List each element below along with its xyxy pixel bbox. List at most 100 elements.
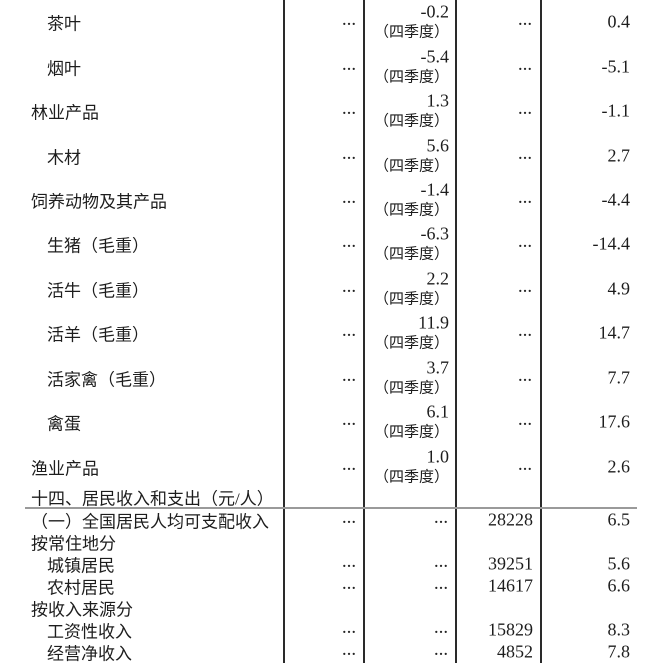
cell-na-dots: …	[518, 14, 533, 30]
annual-value: -14.4	[592, 233, 631, 254]
table-row: 禽蛋 … 6.1 （四季度） … 17.6	[0, 400, 650, 444]
cell-quarter: 2.2 （四季度）	[374, 268, 449, 309]
quarter-note: （四季度）	[373, 469, 449, 486]
cell-quarter: 3.7 （四季度）	[374, 357, 449, 398]
table-row: 渔业产品 … 1.0 （四季度） … 2.6	[0, 445, 650, 489]
row-label: （一）全国居民人均可支配收入	[31, 512, 269, 532]
table-column-border-4	[540, 0, 542, 663]
growth-value: 7.8	[607, 641, 631, 662]
cell-na-dots: …	[342, 103, 357, 119]
cell-na-dots: …	[342, 578, 357, 593]
table-row: 生猪（毛重） … -6.3 （四季度） … -14.4	[0, 222, 650, 266]
quarter-value: 1.0	[426, 446, 450, 467]
quarter-note: （四季度）	[373, 24, 449, 41]
cell-na-dots: …	[342, 622, 357, 637]
cell-na-dots: …	[342, 325, 357, 341]
cell-na-dots: …	[434, 622, 449, 637]
cell-na-dots: …	[518, 147, 533, 163]
annual-value: 2.7	[607, 145, 631, 166]
row-label: 渔业产品	[31, 459, 99, 479]
table-row: 茶叶 … -0.2 （四季度） … 0.4	[0, 0, 650, 44]
cell-na-dots: …	[342, 512, 357, 527]
quarter-value: 2.2	[426, 268, 450, 289]
annual-value: 17.6	[598, 411, 631, 432]
section-divider-line	[25, 507, 637, 509]
quarter-value: 6.1	[426, 401, 450, 422]
cell-quarter: -5.4 （四季度）	[374, 46, 449, 87]
cell-quarter: 1.0 （四季度）	[374, 446, 449, 487]
cell-quarter: -1.4 （四季度）	[374, 180, 449, 221]
annual-value: -4.4	[601, 189, 631, 210]
table-row: 活牛（毛重） … 2.2 （四季度） … 4.9	[0, 267, 650, 311]
growth-value: 8.3	[607, 619, 631, 640]
cell-na-dots: …	[518, 58, 533, 74]
cell-na-dots: …	[518, 192, 533, 208]
table-row: 烟叶 … -5.4 （四季度） … -5.1	[0, 44, 650, 88]
cell-quarter: -6.3 （四季度）	[374, 224, 449, 265]
cell-na-dots: …	[342, 414, 357, 430]
row-label: 饲养动物及其产品	[31, 192, 167, 212]
table-row: 按收入来源分	[0, 597, 650, 620]
quarter-value: -5.4	[420, 46, 450, 67]
growth-value: 6.6	[607, 575, 631, 596]
cell-na-dots: …	[342, 192, 357, 208]
quarter-value: -0.2	[420, 1, 450, 22]
quarter-note: （四季度）	[373, 158, 449, 175]
cell-na-dots: …	[518, 458, 533, 474]
growth-value: 6.5	[607, 509, 631, 530]
quarter-note: （四季度）	[373, 335, 449, 352]
income-value: 28228	[488, 509, 533, 530]
row-label: 农村居民	[47, 578, 115, 598]
growth-value: 5.6	[607, 553, 631, 574]
cell-na-dots: …	[518, 236, 533, 252]
table-row: 活羊（毛重） … 11.9 （四季度） … 14.7	[0, 311, 650, 355]
cell-quarter: 6.1 （四季度）	[374, 402, 449, 443]
quarter-note: （四季度）	[373, 246, 449, 263]
section-header-label: 十四、居民收入和支出（元/人）	[31, 489, 274, 509]
cell-na-dots: …	[342, 458, 357, 474]
row-label: 烟叶	[47, 59, 81, 79]
table-row: （一）全国居民人均可支配收入 … … 28228 6.5	[0, 509, 650, 532]
annual-value: 4.9	[607, 278, 631, 299]
income-rows: （一）全国居民人均可支配收入 … … 28228 6.5 按常住地分 城镇居民 …	[0, 509, 650, 663]
quarter-value: 11.9	[418, 312, 449, 333]
cell-na-dots: …	[342, 644, 357, 659]
cell-na-dots: …	[434, 556, 449, 571]
cell-na-dots: …	[342, 58, 357, 74]
annual-value: -5.1	[601, 56, 631, 77]
row-label: 禽蛋	[47, 414, 81, 434]
quarter-note: （四季度）	[373, 113, 449, 130]
cell-na-dots: …	[518, 280, 533, 296]
row-label: 按收入来源分	[31, 600, 133, 620]
row-label: 经营净收入	[47, 644, 132, 663]
table-column-border-1	[283, 0, 285, 663]
cell-na-dots: …	[518, 414, 533, 430]
quarter-value: 1.3	[426, 90, 450, 111]
annual-value: 7.7	[607, 367, 631, 388]
income-value: 15829	[488, 619, 533, 640]
cell-na-dots: …	[342, 369, 357, 385]
income-value: 4852	[497, 641, 533, 662]
table-row: 活家禽（毛重） … 3.7 （四季度） … 7.7	[0, 356, 650, 400]
row-label: 茶叶	[47, 14, 81, 34]
cell-quarter: 5.6 （四季度）	[374, 135, 449, 176]
table-column-border-3	[455, 0, 457, 663]
cell-na-dots: …	[518, 369, 533, 385]
annual-value: -1.1	[601, 100, 631, 121]
annual-value: 2.6	[607, 456, 631, 477]
quarter-value: -6.3	[420, 223, 450, 244]
annual-value: 14.7	[598, 322, 631, 343]
cell-na-dots: …	[434, 644, 449, 659]
table-column-border-2	[363, 0, 365, 663]
cell-na-dots: …	[342, 236, 357, 252]
quarter-value: 3.7	[426, 357, 450, 378]
cell-na-dots: …	[518, 325, 533, 341]
quarter-note: （四季度）	[373, 291, 449, 308]
cell-na-dots: …	[518, 103, 533, 119]
row-label: 活牛（毛重）	[47, 281, 149, 301]
cell-na-dots: …	[342, 147, 357, 163]
quarter-value: -1.4	[420, 179, 450, 200]
section-header-row: 十四、居民收入和支出（元/人）	[0, 487, 650, 509]
table-row: 木材 … 5.6 （四季度） … 2.7	[0, 133, 650, 177]
cell-na-dots: …	[434, 578, 449, 593]
